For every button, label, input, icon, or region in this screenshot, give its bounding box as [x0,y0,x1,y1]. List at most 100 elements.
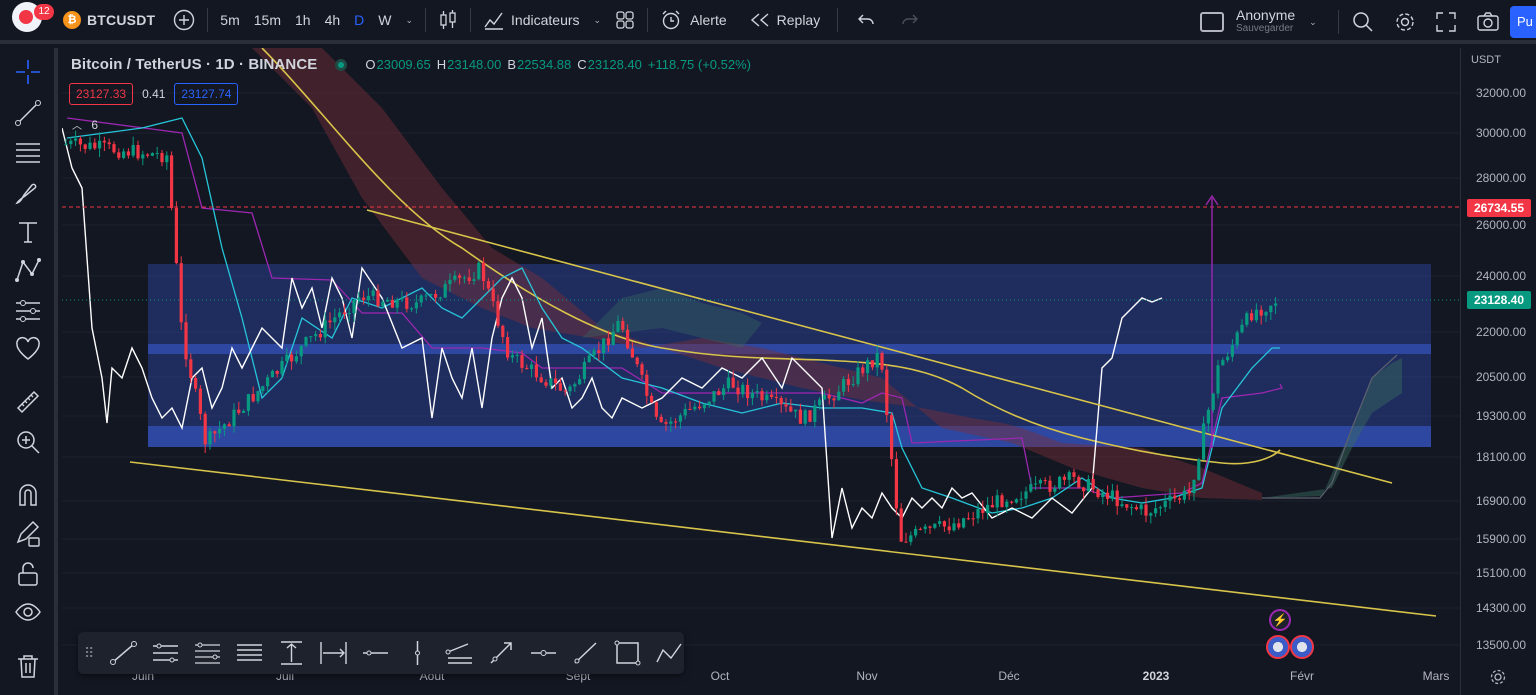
search-button[interactable] [1345,4,1381,40]
cross-line-button[interactable] [527,638,560,668]
candle-body [299,345,303,357]
chart-legend: Bitcoin / TetherUS · 1D · BINANCE O23009… [71,56,757,73]
indicators-collapse-toggle[interactable]: ︿ 6 [71,116,99,133]
candle-body [136,144,140,159]
search-icon [1353,12,1373,32]
candle-body [194,378,198,389]
candle-body [635,357,639,365]
fullscreen-button[interactable] [1428,4,1464,40]
parallel-channel-button[interactable] [149,638,182,668]
candle-body [1086,478,1090,492]
path-button[interactable] [653,638,686,668]
drag-handle-icon[interactable]: ⠿ [84,645,95,661]
price-scale[interactable]: USDT 32000.00 30000.00 28000.00 26000.00… [1460,48,1536,695]
favorites-tool[interactable] [14,335,42,363]
currency-label[interactable]: USDT [1471,54,1501,66]
candle-body [146,154,150,156]
candle-body [717,391,721,396]
indicators-button[interactable]: Indicateurs ⌄ [476,2,608,38]
candle-body [803,410,807,424]
candle-body [1096,489,1100,498]
vertical-line-button[interactable] [401,638,434,668]
time-label: Mars [1422,669,1450,683]
fib-retracement-button[interactable] [191,638,224,668]
undo-button[interactable] [849,2,883,38]
candle-body [1067,472,1071,480]
stay-in-drawing-mode-tool[interactable] [14,520,42,548]
timeframe-4h[interactable]: 4h [324,12,341,28]
ray-button[interactable] [569,638,602,668]
measure-tool[interactable] [14,388,42,416]
timeframe-15m[interactable]: 15m [253,12,281,28]
layouts-button[interactable] [608,2,642,38]
candle-body [328,320,332,323]
crosshair-tool[interactable] [14,58,42,86]
magnet-tool[interactable] [14,481,42,509]
timeframe-dropdown-icon[interactable]: ⌄ [405,14,414,25]
fib-tool[interactable] [14,138,42,166]
time-label: Oct [710,669,730,683]
text-tool[interactable] [14,218,42,246]
timeframe-5m[interactable]: 5m [220,12,240,28]
timeframe-d[interactable]: D [354,12,365,28]
prediction-tool[interactable] [14,297,42,325]
sell-button[interactable]: 23127.33 [69,83,134,105]
chart-type-button[interactable] [431,2,465,38]
pitchfork-button[interactable] [443,638,476,668]
redo-button[interactable] [893,2,927,38]
remove-drawings-tool[interactable] [14,652,42,680]
publish-button[interactable]: Pu [1510,6,1536,38]
candle-body [1168,495,1172,501]
price-label: 24000.00 [1475,269,1526,283]
candle-body [88,142,92,149]
candle-body [448,279,452,285]
compare-symbol-button[interactable] [166,2,202,38]
candle-body [597,350,601,354]
snapshot-button[interactable] [1469,4,1507,40]
date-range-button[interactable] [317,638,350,668]
chart-canvas[interactable] [62,48,1460,695]
candle-body [251,394,255,402]
event-flash-icon[interactable]: ⚡ [1269,609,1291,631]
horizontal-ray-button[interactable] [359,638,392,668]
trend-line-tool[interactable] [14,99,42,127]
price-range-button[interactable] [275,638,308,668]
candle-body [602,338,606,354]
candle-body [285,354,289,361]
layout-window-icon[interactable] [1200,12,1224,32]
zoom-tool[interactable] [14,428,42,456]
symbol-search-button[interactable]: ₿ BTCUSDT [56,2,162,38]
replay-button[interactable]: Replay [742,2,828,38]
candle-body [270,370,274,378]
candle-body [510,355,514,358]
rectangle-button[interactable] [611,638,644,668]
user-menu[interactable]: Anonyme Sauvegarder [1236,8,1295,35]
buy-button[interactable]: 23127.74 [174,83,239,105]
alert-button[interactable]: Alerte [653,2,734,38]
timeframe-w[interactable]: W [378,12,392,28]
ruler-icon [16,390,40,414]
logo-button[interactable]: 12 [0,2,54,38]
scale-settings-icon[interactable] [1489,668,1507,686]
candle-body [352,300,356,314]
settings-button[interactable] [1387,4,1423,40]
notification-badge[interactable]: 12 [34,4,54,20]
pattern-tool[interactable] [14,256,42,284]
time-label: Nov [856,669,878,683]
arrow-button[interactable] [485,638,518,668]
user-chevron-down-icon[interactable]: ⌄ [1309,16,1317,27]
hide-drawings-tool[interactable] [14,598,42,626]
symbol-title[interactable]: Bitcoin / TetherUS · 1D · BINANCE [71,56,318,73]
economic-event-us-flag-icon[interactable] [1266,635,1290,659]
candle-body [1240,324,1244,333]
price-chart[interactable]: Bitcoin / TetherUS · 1D · BINANCE O23009… [62,48,1460,695]
lock-drawings-tool[interactable] [14,560,42,588]
trend-line-button[interactable] [107,638,140,668]
timeframe-1h[interactable]: 1h [294,12,311,28]
horizontal-lines-button[interactable] [233,638,266,668]
candle-body [616,321,620,332]
target-price-badge: 26734.55 [1467,199,1531,217]
candle-body [1211,393,1215,410]
economic-event-us-flag-icon-2[interactable] [1290,635,1314,659]
brush-tool[interactable] [14,178,42,206]
